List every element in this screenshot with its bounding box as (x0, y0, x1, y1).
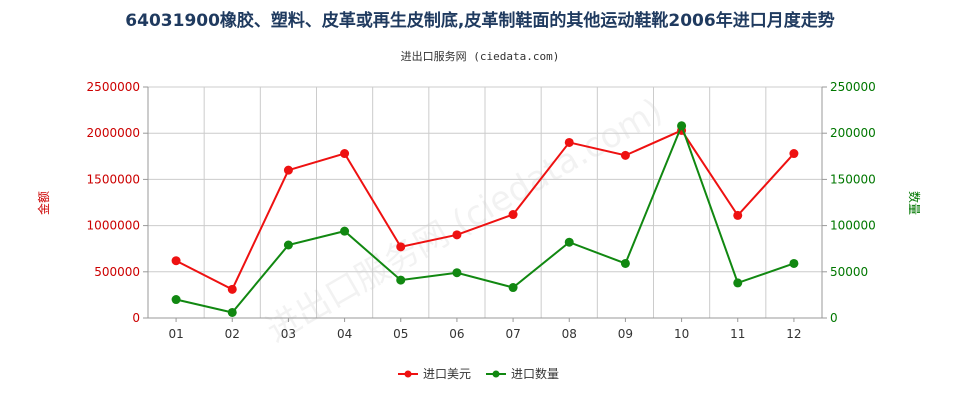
series-1-point (733, 210, 743, 220)
series-2-point (227, 307, 237, 317)
series-1-point (171, 256, 181, 266)
x-tick-label: 02 (225, 327, 240, 341)
x-tick-label: 06 (449, 327, 464, 341)
series-2-point (283, 240, 293, 250)
y-left-label: 金额 (36, 191, 51, 215)
x-tick-label: 05 (393, 327, 408, 341)
series-line-2 (175, 123, 795, 314)
x-tick-label: 08 (562, 327, 577, 341)
series-1-point (620, 150, 630, 160)
series-1-point (340, 149, 350, 159)
left-tick-label: 1000000 (87, 219, 140, 233)
series-2-point (452, 268, 462, 278)
legend-label-2: 进口数量 (511, 366, 559, 381)
series-2-point (396, 275, 406, 285)
x-tick-label: 11 (730, 327, 745, 341)
x-tick-label: 03 (281, 327, 296, 341)
series-2-point (171, 295, 181, 305)
series-1-point (396, 242, 406, 252)
left-tick-label: 500000 (94, 265, 140, 279)
chart-subtitle: 进出口服务网 (ciedata.com) (400, 50, 560, 63)
series-1-point (227, 284, 237, 294)
right-tick-label: 0 (830, 311, 838, 325)
right-tick-label: 50000 (830, 265, 868, 279)
right-tick-label: 150000 (830, 172, 876, 186)
chart-title: 64031900橡胶、塑料、皮革或再生皮制底,皮革制鞋面的其他运动鞋靴2006年… (125, 11, 835, 31)
series-1-point (508, 210, 518, 220)
x-tick-label: 12 (786, 327, 801, 341)
series-1-point (452, 230, 462, 240)
series-2-point (620, 258, 630, 268)
right-tick-label: 100000 (830, 219, 876, 233)
series-2-point (677, 121, 687, 131)
series-1-point (564, 137, 574, 147)
series-2-point (733, 278, 743, 288)
legend-marker-1 (404, 370, 412, 378)
series-2-point (340, 226, 350, 236)
x-tick-label: 01 (168, 327, 183, 341)
left-tick-label: 0 (132, 311, 140, 325)
x-tick-label: 07 (505, 327, 520, 341)
series-2-point (789, 258, 799, 268)
left-tick-label: 2000000 (87, 126, 140, 140)
legend-label-1: 进口美元 (423, 367, 471, 381)
series-1-point (283, 165, 293, 175)
x-tick-label: 10 (674, 327, 689, 341)
x-tick-label: 04 (337, 327, 352, 341)
watermark: 进出口服务网 (ciedata.com) (259, 91, 669, 351)
legend-marker-2 (492, 370, 500, 378)
right-tick-label: 200000 (830, 126, 876, 140)
series-2-point (508, 283, 518, 293)
left-tick-label: 1500000 (87, 172, 140, 186)
series-1-point (789, 149, 799, 159)
left-tick-label: 2500000 (87, 80, 140, 94)
series-line-1 (175, 129, 795, 291)
series-2-point (564, 237, 574, 247)
y-right-label: 数量 (907, 191, 922, 215)
x-tick-label: 09 (618, 327, 633, 341)
right-tick-label: 250000 (830, 80, 876, 94)
